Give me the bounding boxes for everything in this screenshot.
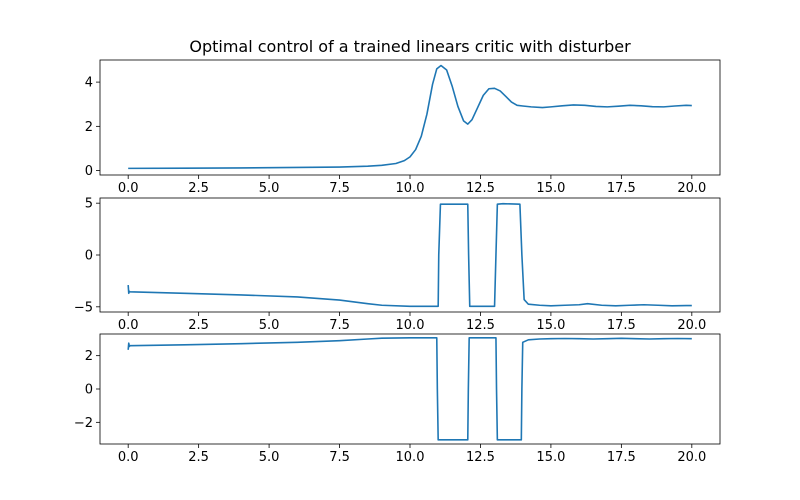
x-tick-label: 10.0 xyxy=(396,318,425,333)
y-tick-label: 2 xyxy=(85,120,93,135)
x-tick-label: 15.0 xyxy=(536,181,565,196)
axes-frame xyxy=(99,333,721,445)
series-line-3 xyxy=(127,337,692,441)
x-tick-label: 5.0 xyxy=(259,450,280,465)
x-tick-label: 20.0 xyxy=(677,450,706,465)
x-tick-label: 12.5 xyxy=(466,318,495,333)
subplot-1: 0.0 2.5 5.0 7.5 10.0 12.5 15.0 17.5 20.0 0 2 4 xyxy=(85,59,721,196)
subplot-3: 0.0 2.5 5.0 7.5 10.0 12.5 15.0 17.5 20.0 −2 0 2 xyxy=(74,333,721,465)
x-tick-label: 5.0 xyxy=(259,181,280,196)
axes-frame xyxy=(99,197,721,313)
x-tick-label: 12.5 xyxy=(466,450,495,465)
x-tick-label: 17.5 xyxy=(607,181,636,196)
x-tick-label: 10.0 xyxy=(396,450,425,465)
x-tick-label: 17.5 xyxy=(607,318,636,333)
y-tick-label: 2 xyxy=(85,349,93,364)
x-tick-label: 5.0 xyxy=(259,318,280,333)
x-tick-label: 7.5 xyxy=(329,181,350,196)
x-tick-label: 0.0 xyxy=(118,450,139,465)
y-tick-label: −2 xyxy=(74,416,93,431)
y-tick-label: 0 xyxy=(85,164,93,179)
chart-title: Optimal control of a trained linears cri… xyxy=(189,37,631,56)
series-line-2 xyxy=(127,202,692,308)
x-tick-label: 17.5 xyxy=(607,450,636,465)
x-tick-label: 7.5 xyxy=(329,318,350,333)
y-tick-label: 5 xyxy=(85,197,93,212)
y-tick-label: 0 xyxy=(85,383,93,398)
x-tick-label: 2.5 xyxy=(188,318,209,333)
x-tick-label: 0.0 xyxy=(118,318,139,333)
y-tick-label: 0 xyxy=(85,249,93,264)
x-tick-label: 2.5 xyxy=(188,181,209,196)
subplot-2: 0.0 2.5 5.0 7.5 10.0 12.5 15.0 17.5 20.0 −5 0 5 xyxy=(74,197,721,333)
x-tick-label: 20.0 xyxy=(677,318,706,333)
x-tick-label: 15.0 xyxy=(536,450,565,465)
x-tick-label: 2.5 xyxy=(188,450,209,465)
x-tick-label: 12.5 xyxy=(466,181,495,196)
x-tick-label: 7.5 xyxy=(329,450,350,465)
x-tick-label: 20.0 xyxy=(677,181,706,196)
y-tick-label: 4 xyxy=(85,76,93,91)
y-tick-label: −5 xyxy=(74,300,93,315)
series-line-1 xyxy=(128,64,692,170)
x-tick-label: 10.0 xyxy=(396,181,425,196)
x-tick-label: 15.0 xyxy=(536,318,565,333)
x-tick-label: 0.0 xyxy=(118,181,139,196)
